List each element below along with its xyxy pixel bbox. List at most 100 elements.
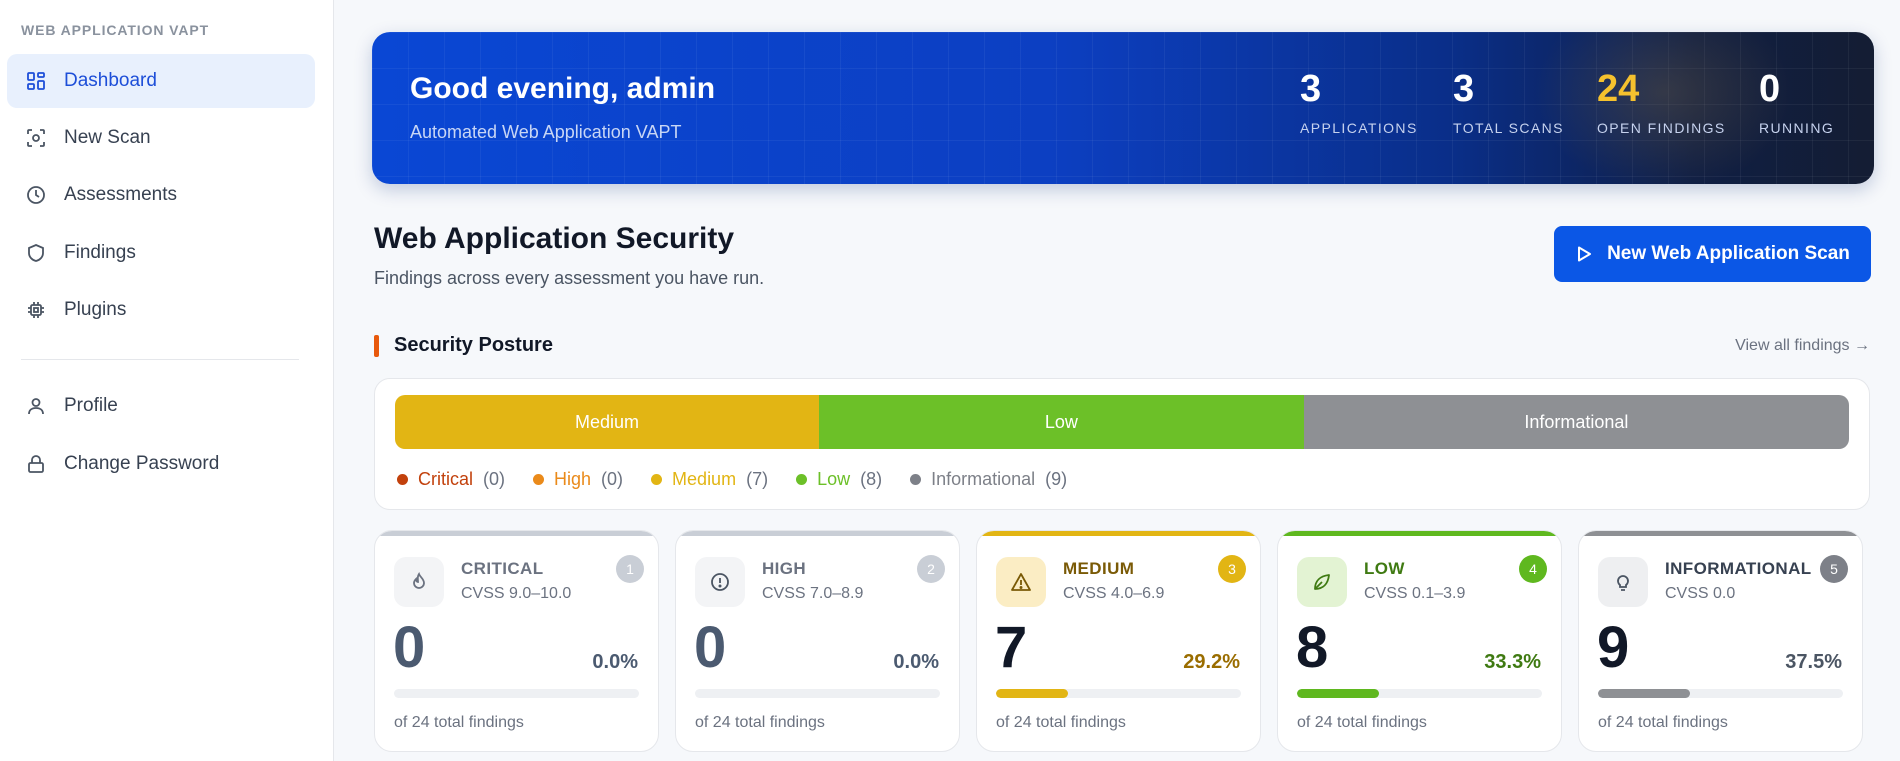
severity-rank-badge: 3 <box>1218 555 1246 583</box>
percent-track <box>394 689 639 698</box>
posture-title: Security Posture <box>394 334 553 356</box>
sidebar-item-profile[interactable]: Profile <box>7 379 315 433</box>
stat-applications: 3 APPLICATIONS <box>1300 70 1418 136</box>
legend-item-low: Low (8) <box>796 469 882 490</box>
percent-track <box>996 689 1241 698</box>
greeting: Good evening, admin <box>410 72 716 105</box>
sidebar-item-plugins[interactable]: Plugins <box>7 283 315 337</box>
severity-name: LOW <box>1364 559 1405 578</box>
legend-label: Low <box>817 469 851 489</box>
finding-count: 0 <box>694 615 727 680</box>
severity-card-informational[interactable]: INFORMATIONAL CVSS 0.0 5 9 37.5% of 24 total … <box>1578 530 1863 752</box>
new-web-application-scan-button[interactable]: New Web Application Scan <box>1554 226 1871 282</box>
finding-percent: 0.0% <box>592 651 638 673</box>
chip-icon <box>22 296 50 324</box>
lightbulb-icon <box>1598 557 1648 607</box>
sidebar-item-label: Assessments <box>64 184 177 205</box>
cvss-range: CVSS 4.0–6.9 <box>1063 585 1165 602</box>
sidebar-item-label: New Scan <box>64 127 151 148</box>
severity-card-critical[interactable]: CRITICAL CVSS 9.0–10.0 1 0 0.0% of 24 total f… <box>374 530 659 752</box>
finding-count: 8 <box>1296 615 1329 680</box>
finding-count: 9 <box>1597 615 1630 680</box>
card-top-accent <box>1278 531 1561 536</box>
legend-label: Medium <box>672 469 737 489</box>
section-accent-bar <box>374 335 379 357</box>
lock-icon <box>22 450 50 478</box>
stat-value: 0 <box>1759 68 1781 110</box>
posture-segment-medium[interactable]: Medium <box>395 395 820 449</box>
leaf-icon <box>1297 557 1347 607</box>
cvss-range: CVSS 0.0 <box>1665 585 1736 602</box>
legend-item-high: High (0) <box>533 469 623 490</box>
view-all-findings-link[interactable]: View all findings → <box>1735 337 1870 354</box>
legend-item-medium: Medium (7) <box>651 469 768 490</box>
percent-fill <box>996 689 1068 698</box>
stat-label: TOTAL SCANS <box>1453 120 1564 136</box>
stat-value: 3 <box>1300 68 1322 110</box>
stat-value: 3 <box>1453 68 1475 110</box>
sidebar-item-label: Change Password <box>64 453 220 474</box>
stat-total-scans: 3 TOTAL SCANS <box>1453 70 1564 136</box>
legend-dot <box>910 474 922 485</box>
total-findings-note: of 24 total findings <box>1598 714 1728 731</box>
warning-triangle-icon <box>996 557 1046 607</box>
sidebar-item-assessments[interactable]: Assessments <box>7 168 315 222</box>
card-top-accent <box>676 531 959 536</box>
severity-card-low[interactable]: LOW CVSS 0.1–3.9 4 8 33.3% of 24 total findin… <box>1277 530 1562 752</box>
total-findings-note: of 24 total findings <box>1297 714 1427 731</box>
total-findings-note: of 24 total findings <box>996 714 1126 731</box>
severity-card-medium[interactable]: MEDIUM CVSS 4.0–6.9 3 7 29.2% of 24 total fin… <box>976 530 1261 752</box>
severity-name: CRITICAL <box>461 559 544 578</box>
sidebar-item-change-password[interactable]: Change Password <box>7 437 315 491</box>
severity-name: INFORMATIONAL <box>1665 559 1812 578</box>
sidebar-item-dashboard[interactable]: Dashboard <box>7 54 315 108</box>
play-icon <box>1575 245 1593 263</box>
percent-track <box>695 689 940 698</box>
severity-card-high[interactable]: HIGH CVSS 7.0–8.9 2 0 0.0% of 24 total findin… <box>675 530 960 752</box>
stat-label: RUNNING <box>1759 120 1835 136</box>
button-label: New Web Application Scan <box>1607 243 1850 264</box>
legend-item-critical: Critical (0) <box>397 469 505 490</box>
flame-icon <box>394 557 444 607</box>
sidebar-item-label: Dashboard <box>64 70 157 91</box>
finding-percent: 37.5% <box>1785 651 1842 673</box>
legend-dot <box>651 474 663 485</box>
severity-legend: Critical (0) High (0) Medium (7) Low (8) Informa… <box>397 469 1067 490</box>
legend-count: (9) <box>1045 469 1068 489</box>
posture-segment-low[interactable]: Low <box>819 395 1304 449</box>
legend-count: (8) <box>860 469 883 489</box>
cvss-range: CVSS 0.1–3.9 <box>1364 585 1466 602</box>
sidebar-item-label: Findings <box>64 242 136 263</box>
banner-subtitle: Automated Web Application VAPT <box>410 122 682 142</box>
page-subtitle: Findings across every assessment you hav… <box>374 268 765 288</box>
sidebar-item-new-scan[interactable]: New Scan <box>7 111 315 165</box>
legend-dot <box>397 474 408 485</box>
stat-label: OPEN FINDINGS <box>1597 120 1726 136</box>
legend-count: (7) <box>746 469 769 489</box>
finding-count: 0 <box>393 615 426 680</box>
percent-fill <box>1297 689 1379 698</box>
posture-segment-informational[interactable]: Informational <box>1303 395 1849 449</box>
total-findings-note: of 24 total findings <box>695 714 825 731</box>
finding-percent: 33.3% <box>1484 651 1541 673</box>
stat-open-findings: 24 OPEN FINDINGS <box>1597 70 1726 136</box>
severity-name: MEDIUM <box>1063 559 1135 578</box>
page-title: Web Application Security <box>374 222 735 255</box>
percent-track <box>1598 689 1843 698</box>
percent-fill <box>1598 689 1690 698</box>
legend-label: Critical <box>418 469 474 489</box>
legend-count: (0) <box>483 469 506 489</box>
dashboard-grid-icon <box>22 67 50 95</box>
stat-value: 24 <box>1597 68 1640 110</box>
user-icon <box>22 392 50 420</box>
scan-icon <box>22 124 50 152</box>
sidebar-item-findings[interactable]: Findings <box>7 226 315 280</box>
finding-count: 7 <box>995 615 1028 680</box>
severity-rank-badge: 4 <box>1519 555 1547 583</box>
sidebar-header: WEB APPLICATION VAPT <box>21 22 210 38</box>
legend-label: Informational <box>931 469 1036 489</box>
card-top-accent <box>1579 531 1862 536</box>
stat-running: 0 RUNNING <box>1759 70 1834 136</box>
sidebar-item-label: Profile <box>64 395 118 416</box>
shield-icon <box>22 239 50 267</box>
